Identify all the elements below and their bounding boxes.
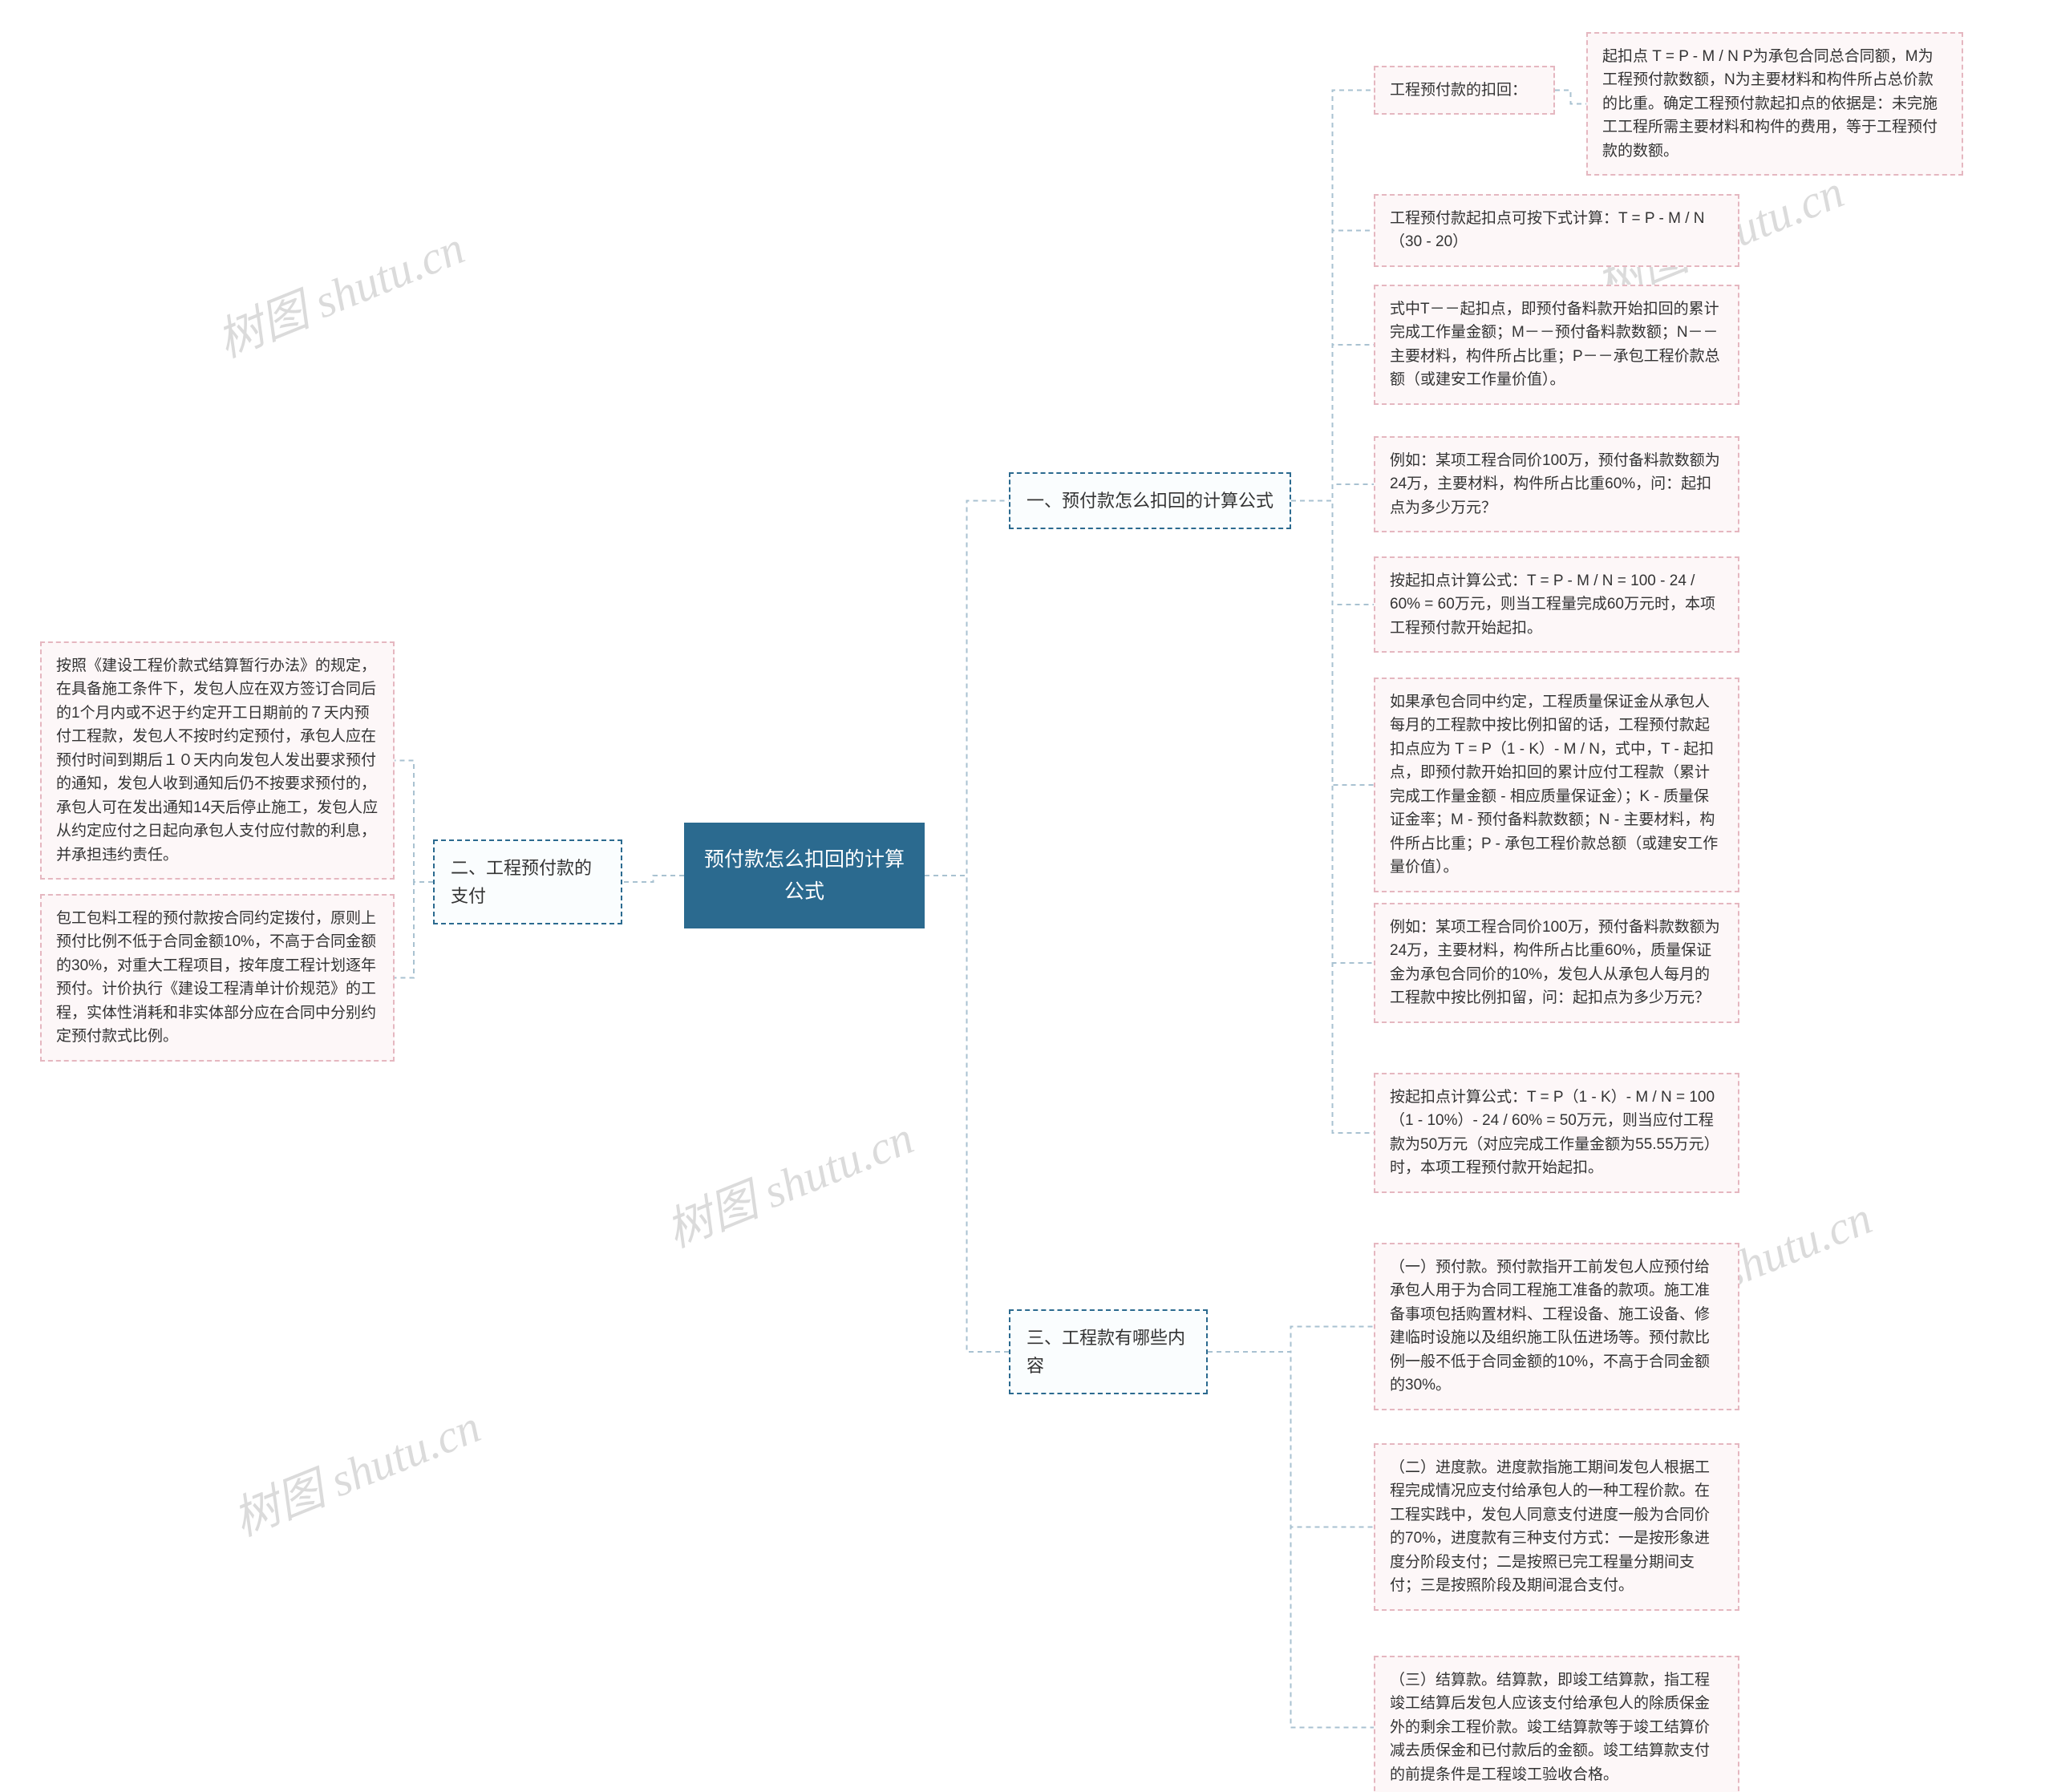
leaf-1e: 例如：某项工程合同价100万，预付备料款数额为24万，主要材料，构件所占比重60… — [1374, 436, 1739, 532]
leaf-3c: （三）结算款。结算款，即竣工结算款，指工程竣工结算后发包人应该支付给承包人的除质… — [1374, 1656, 1739, 1792]
branch-2: 二、工程预付款的支付 — [433, 839, 622, 924]
leaf-1b: 起扣点 T = P - M / N P为承包合同总合同额，M为工程预付款数额，N… — [1586, 32, 1963, 176]
leaf-1h: 例如：某项工程合同价100万，预付备料款数额为24万，主要材料，构件所占比重60… — [1374, 903, 1739, 1023]
branch-1: 一、预付款怎么扣回的计算公式 — [1009, 472, 1291, 529]
leaf-2a: 按照《建设工程价款式结算暂行办法》的规定，在具备施工条件下，发包人应在双方签订合… — [40, 641, 395, 880]
leaf-1c: 工程预付款起扣点可按下式计算：T = P - M / N（30 - 20） — [1374, 194, 1739, 267]
leaf-3b: （二）进度款。进度款指施工期间发包人根据工程完成情况应支付给承包人的一种工程价款… — [1374, 1443, 1739, 1611]
branch-3: 三、工程款有哪些内容 — [1009, 1309, 1208, 1394]
leaf-2b: 包工包料工程的预付款按合同约定拨付，原则上预付比例不低于合同金额10%，不高于合… — [40, 894, 395, 1062]
leaf-1d: 式中T－－起扣点，即预付备料款开始扣回的累计完成工作量金额；M－－预付备料款数额… — [1374, 285, 1739, 405]
leaf-3a: （一）预付款。预付款指开工前发包人应预付给承包人用于为合同工程施工准备的款项。施… — [1374, 1243, 1739, 1410]
mindmap-root: 预付款怎么扣回的计算公式 — [684, 823, 925, 928]
leaf-1i: 按起扣点计算公式：T = P（1 - K）- M / N = 100（1 - 1… — [1374, 1073, 1739, 1193]
leaf-1f: 按起扣点计算公式：T = P - M / N = 100 - 24 / 60% … — [1374, 556, 1739, 653]
watermark: 树图 shutu.cn — [205, 210, 472, 370]
leaf-1a: 工程预付款的扣回： — [1374, 66, 1555, 115]
watermark: 树图 shutu.cn — [654, 1100, 921, 1260]
leaf-1g: 如果承包合同中约定，工程质量保证金从承包人每月的工程款中按比例扣留的话，工程预付… — [1374, 678, 1739, 892]
watermark: 树图 shutu.cn — [221, 1389, 488, 1549]
